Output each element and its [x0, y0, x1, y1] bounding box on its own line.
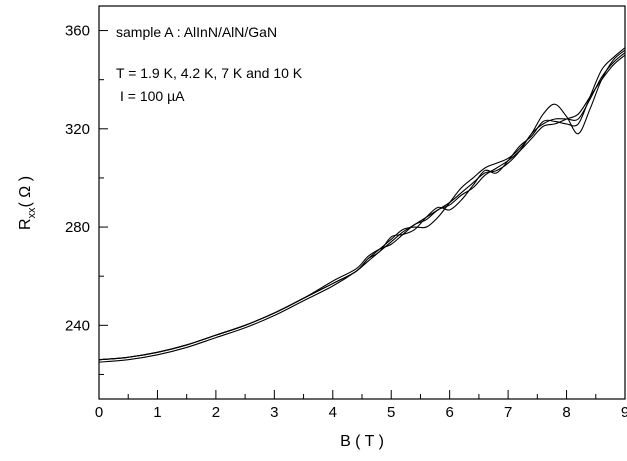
x-tick-labels: 0 1 2 3 4 5 6 7 8 9 [95, 404, 627, 421]
x-tick-label: 6 [445, 404, 453, 421]
x-tick-label: 1 [153, 404, 161, 421]
y-tick-label: 280 [65, 219, 90, 236]
annotation-sample: sample A : AlInN/AlN/GaN [116, 24, 277, 40]
x-tick-label: 3 [270, 404, 278, 421]
y-axis-title-sub: xx [26, 207, 38, 219]
y-tick-labels: 240 280 320 360 [65, 23, 90, 335]
x-tick-label: 8 [562, 404, 570, 421]
x-tick-label: 5 [387, 404, 395, 421]
svg-text:Rxx( Ω ): Rxx( Ω ) [17, 176, 38, 230]
annotation-temperatures: T = 1.9 K, 4.2 K, 7 K and 10 K [116, 65, 303, 81]
series-line-4 [98, 47, 626, 361]
y-tick-label: 360 [65, 23, 90, 40]
x-tick-label: 4 [329, 404, 337, 421]
annotation-current: I = 100 µA [120, 88, 185, 104]
series-layer [98, 47, 626, 363]
y-tick-label: 320 [65, 121, 90, 138]
x-tick-label: 0 [95, 404, 103, 421]
y-axis-title-main: R [17, 218, 34, 230]
y-axis-title-unit: ( Ω ) [17, 176, 34, 208]
x-tick-label: 7 [504, 404, 512, 421]
x-tick-label: 9 [621, 404, 627, 421]
x-axis-title: B ( T ) [340, 433, 384, 450]
y-tick-label: 240 [65, 317, 90, 334]
tick-layer [98, 30, 626, 399]
x-tick-label: 2 [212, 404, 220, 421]
y-axis-title: Rxx( Ω ) [17, 176, 38, 230]
